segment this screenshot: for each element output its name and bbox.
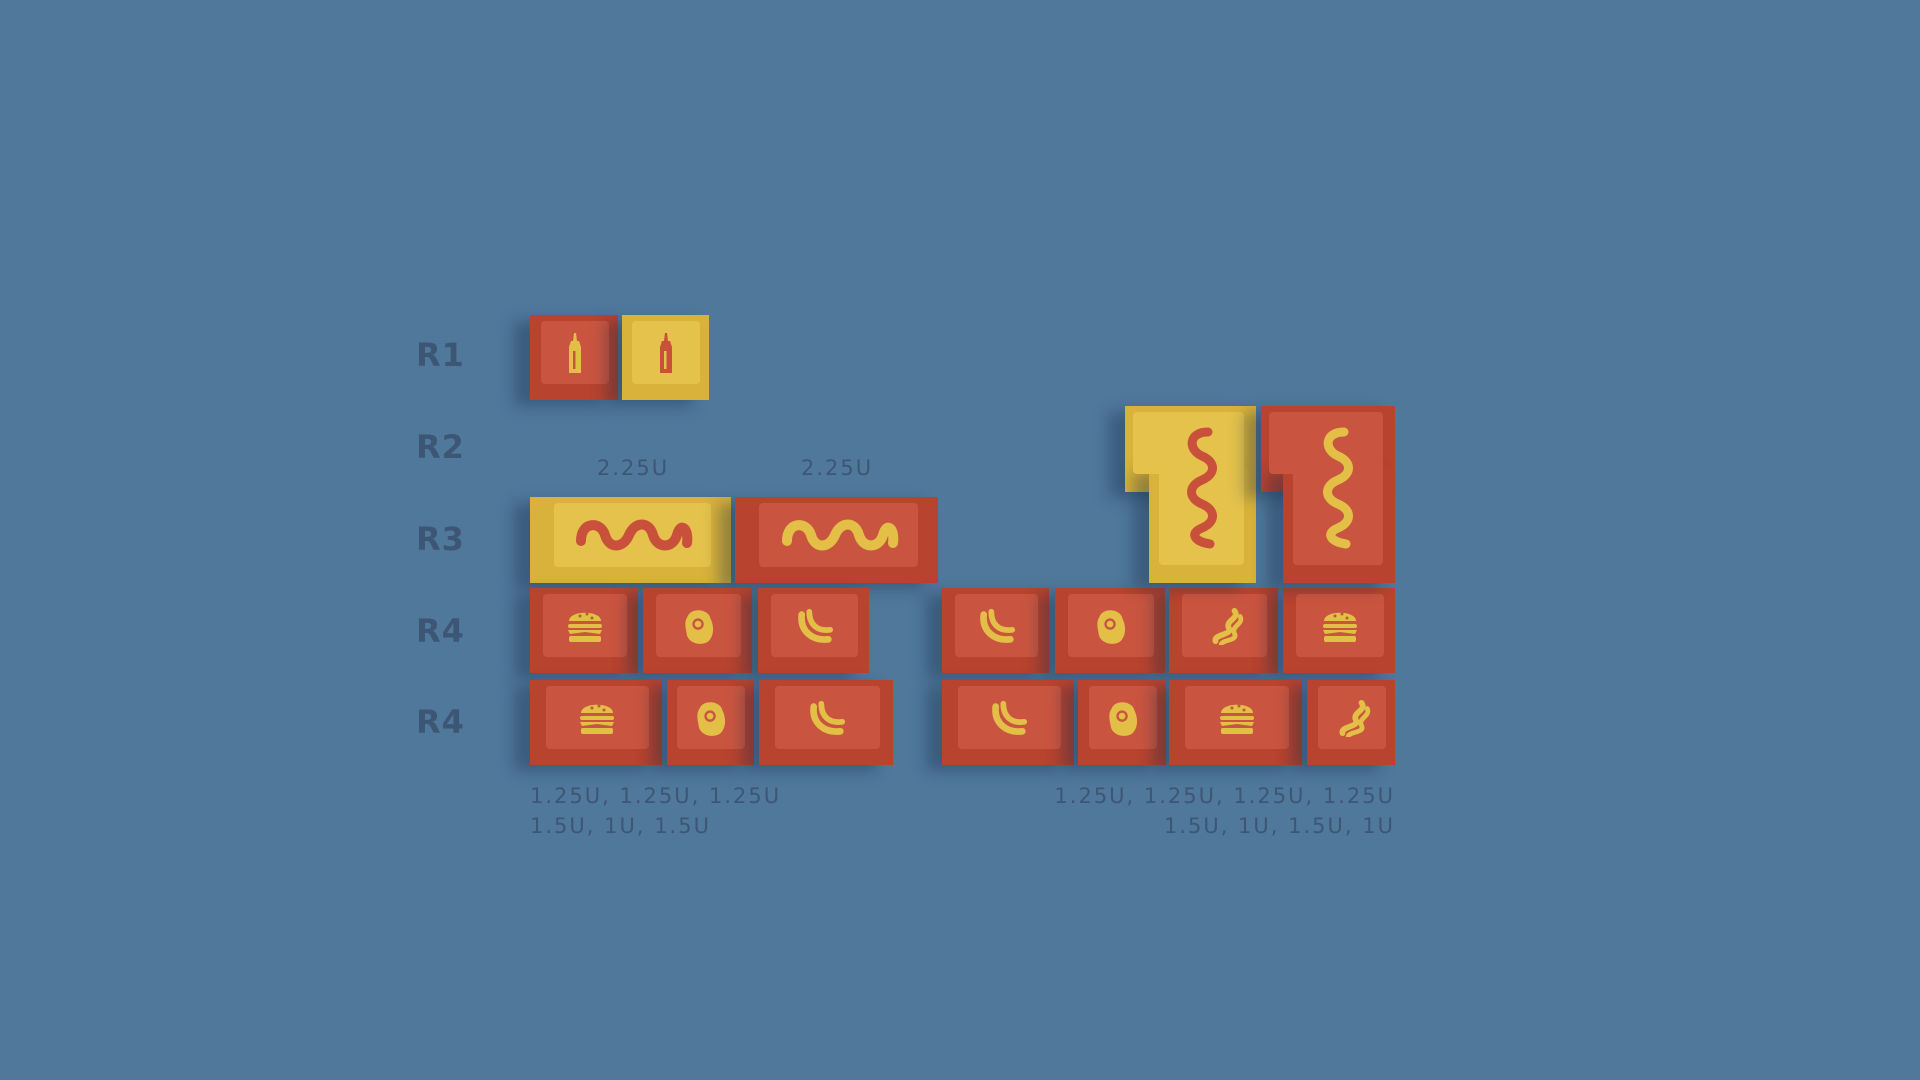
keycap-r4a-left-3 — [758, 588, 869, 673]
left-size-note-line2: 1.5U, 1U, 1.5U — [530, 814, 711, 838]
keycap-top — [759, 503, 918, 567]
iso-enter-keycap-2 — [1261, 406, 1395, 583]
burger-icon — [577, 699, 617, 737]
keycap-top — [632, 321, 701, 384]
keycap-top — [656, 594, 742, 657]
egg-icon — [679, 607, 719, 645]
keycap-top — [542, 594, 628, 657]
egg-icon — [1091, 607, 1131, 645]
keycap-top — [771, 594, 858, 657]
keycap-r3-1 — [530, 497, 731, 583]
size-label-r3-right: 2.25U — [801, 456, 874, 480]
right-size-note-line1: 1.25U, 1.25U, 1.25U, 1.25U — [1054, 784, 1395, 808]
keycap-r4b-left-1 — [530, 680, 662, 765]
keycap-top — [1317, 686, 1387, 749]
keycap-r4b-left-3 — [759, 680, 893, 765]
keycap-top — [775, 686, 880, 749]
keycap-r4b-right-4 — [1307, 680, 1395, 765]
keycap-r4b-left-2 — [667, 680, 754, 765]
keycap-top — [1088, 686, 1158, 749]
keycap-r3-2 — [735, 497, 938, 583]
keycap-top — [1159, 412, 1244, 565]
keycap-r4a-left-2 — [643, 588, 752, 673]
wave-vertical-icon — [1182, 424, 1222, 554]
row-label-r3: R3 — [416, 520, 465, 558]
keycap-r1-1 — [530, 315, 618, 400]
keycap-r1-2 — [622, 315, 709, 400]
keycap-r4a-right-2 — [1055, 588, 1165, 673]
keycap-top-step — [1133, 412, 1163, 474]
keycap-top — [545, 686, 649, 749]
hotdog-icon — [807, 699, 847, 737]
keycap-top — [1296, 594, 1384, 657]
keycap-top — [1068, 594, 1154, 657]
size-label-r3-left: 2.25U — [597, 456, 670, 480]
keycap-r4b-right-1 — [942, 680, 1074, 765]
bottle-icon — [565, 333, 585, 373]
iso-enter-keycap-1 — [1125, 406, 1256, 583]
right-size-note-line2: 1.5U, 1U, 1.5U, 1U — [1163, 814, 1395, 838]
keycap-top — [954, 594, 1039, 657]
row-label-r1: R1 — [416, 336, 465, 374]
bottle-icon — [656, 333, 676, 373]
egg-icon — [1103, 699, 1143, 737]
egg-icon — [691, 699, 731, 737]
keycap-top-step — [1269, 412, 1297, 474]
keycap-r4a-right-3 — [1169, 588, 1278, 673]
keycap-r4a-left-1 — [530, 588, 638, 673]
keycap-top — [677, 686, 746, 749]
keycap-r4b-right-2 — [1078, 680, 1166, 765]
keycap-top — [1182, 594, 1268, 657]
keycap-top — [1293, 412, 1383, 565]
row-label-r2: R2 — [416, 428, 465, 466]
row-label-r4-second: R4 — [416, 703, 465, 741]
keycap-top — [554, 503, 711, 567]
burger-icon — [1320, 607, 1360, 645]
keycap-top — [1184, 686, 1289, 749]
keycap-r4b-right-3 — [1169, 680, 1302, 765]
left-size-note-line1: 1.25U, 1.25U, 1.25U — [530, 784, 782, 808]
hotdog-icon — [795, 607, 835, 645]
wave-icon — [779, 515, 899, 555]
burger-icon — [1217, 699, 1257, 737]
wave-icon — [573, 515, 693, 555]
hotdog-icon — [977, 607, 1017, 645]
keycap-top — [957, 686, 1061, 749]
keycap-r4a-right-4 — [1283, 588, 1395, 673]
burger-icon — [565, 607, 605, 645]
keycap-r4a-right-1 — [942, 588, 1049, 673]
keycap-top — [540, 321, 610, 384]
bacon-icon — [1205, 607, 1245, 645]
wave-vertical-icon — [1318, 424, 1358, 554]
bacon-icon — [1332, 699, 1372, 737]
iso-enter-face — [1125, 406, 1256, 583]
hotdog-icon — [989, 699, 1029, 737]
iso-enter-face — [1261, 406, 1395, 583]
row-label-r4: R4 — [416, 612, 465, 650]
